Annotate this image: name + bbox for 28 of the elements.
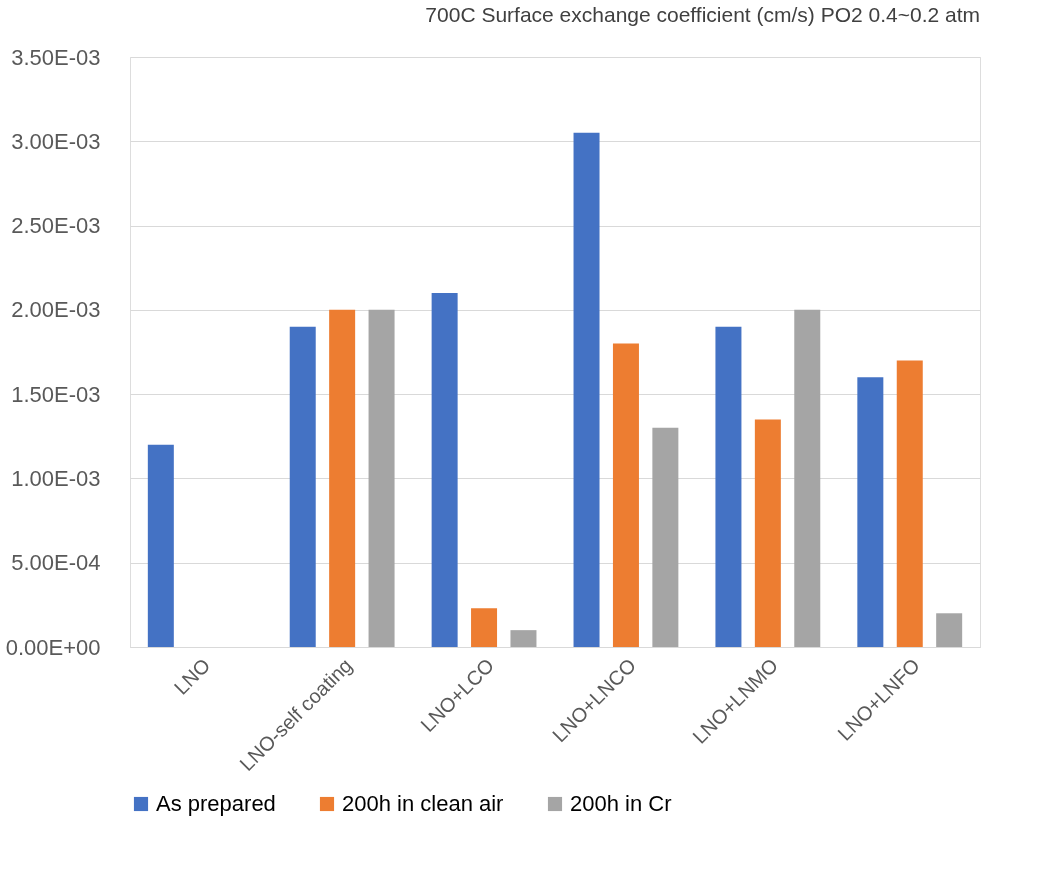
bar	[652, 427, 679, 647]
bar	[794, 309, 821, 647]
legend-label: As prepared	[156, 791, 276, 816]
y-tick-label: 0.00E+00	[5, 634, 101, 660]
bar	[329, 309, 356, 647]
y-tick-label: 1.00E-03	[11, 465, 101, 491]
y-tick-label: 2.00E-03	[11, 297, 101, 323]
legend-label: 200h in clean air	[342, 791, 504, 816]
y-tick-label: 3.00E-03	[11, 128, 101, 154]
chart-title: 700C Surface exchange coefficient (cm/s) PO2 0.4~0.2 atm	[425, 3, 980, 26]
y-tick-label: 3.50E-03	[11, 44, 101, 70]
bar	[289, 326, 316, 647]
y-tick-label: 2.50E-03	[11, 213, 101, 239]
bar	[471, 608, 498, 647]
bar	[573, 132, 600, 647]
bar	[754, 419, 781, 647]
bar	[936, 613, 963, 647]
y-tick-label: 5.00E-04	[11, 550, 101, 576]
bar	[431, 293, 458, 647]
bar	[368, 309, 395, 647]
y-tick-label: 1.50E-03	[11, 381, 101, 407]
bar	[612, 343, 639, 647]
bar	[896, 360, 923, 647]
bar	[510, 630, 537, 647]
bar	[715, 326, 742, 647]
bar	[147, 444, 174, 647]
legend-label: 200h in Cr	[570, 791, 672, 816]
bar	[857, 377, 884, 647]
